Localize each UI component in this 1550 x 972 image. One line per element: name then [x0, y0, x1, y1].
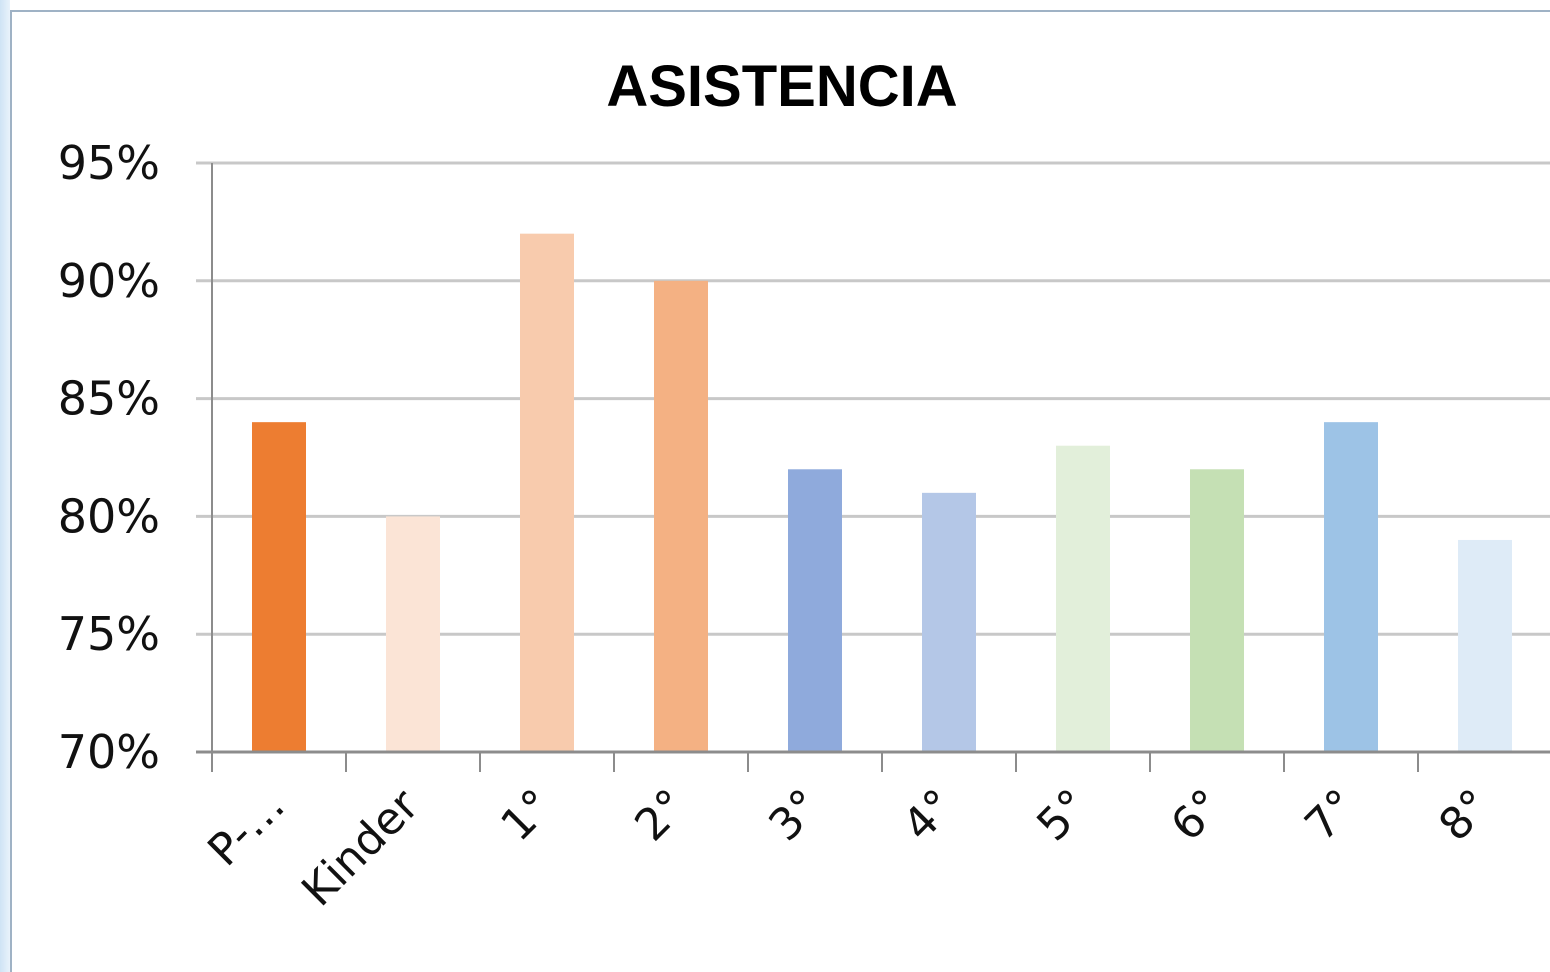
bar-6 — [922, 492, 976, 752]
x-category-label: P-… — [198, 780, 294, 876]
axes — [211, 163, 1550, 772]
bar-1 — [252, 422, 306, 752]
x-category-labels: P-…Kinder 1° 2° 3° 4° 5° 6° 7° 8° — [198, 779, 1500, 916]
x-category-label: 1° — [491, 780, 562, 851]
bar-5 — [788, 469, 842, 752]
bar-10 — [1458, 539, 1512, 752]
x-category-label: 2° — [625, 780, 696, 851]
x-category-label: 6° — [1161, 780, 1232, 851]
bar-2 — [386, 516, 440, 752]
bars — [252, 233, 1512, 752]
bar-3 — [520, 233, 574, 752]
y-tick-labels: 70% 75% 80% 85% 90% 95% — [58, 136, 160, 779]
x-category-label: 5° — [1027, 780, 1098, 851]
x-category-label: 3° — [759, 780, 830, 851]
x-category-label: Kinder — [292, 779, 429, 916]
y-tick-label: 85% — [58, 372, 160, 426]
x-category-label: 4° — [893, 780, 964, 851]
bar-9 — [1324, 422, 1378, 752]
bar-7 — [1056, 445, 1110, 752]
y-tick-label: 95% — [58, 136, 160, 190]
y-tick-label: 75% — [58, 607, 160, 661]
bar-4 — [654, 280, 708, 752]
y-tick-label: 70% — [58, 725, 160, 779]
y-tick-label: 80% — [58, 489, 160, 543]
x-category-label: 7° — [1295, 780, 1366, 851]
y-tick-label: 90% — [58, 254, 160, 308]
x-category-label: 8° — [1429, 780, 1500, 851]
chart-title: ASISTENCIA — [606, 54, 957, 119]
bar-8 — [1190, 469, 1244, 752]
